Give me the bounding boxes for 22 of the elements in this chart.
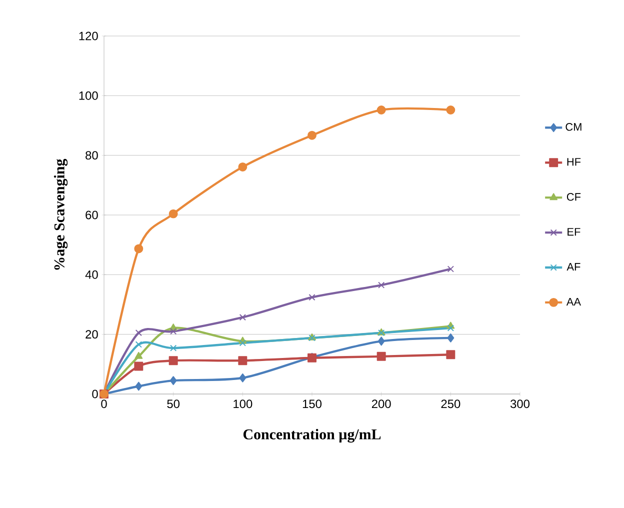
- legend-label: CM: [566, 123, 582, 131]
- legend-label: CF: [566, 193, 581, 201]
- y-tick-label: 60: [86, 210, 98, 220]
- y-tick-label: 80: [86, 151, 98, 160]
- x-tick-label: 100: [234, 400, 252, 408]
- legend-label: HF: [567, 158, 581, 166]
- legend-label: AA: [566, 298, 581, 306]
- legend-label: EF: [568, 228, 580, 236]
- x-tick-label: 0: [101, 400, 107, 408]
- x-tick-label: 150: [302, 400, 322, 408]
- y-axis-title: %age Scavenging: [54, 158, 68, 270]
- x-tick-label: 300: [510, 400, 530, 408]
- y-tick-label: 40: [85, 270, 98, 279]
- x-axis-title: Concentration µg/mL: [243, 428, 381, 443]
- y-tick-label: 20: [86, 330, 98, 339]
- x-tick-label: 200: [372, 400, 391, 408]
- y-tick-label: 100: [79, 91, 98, 100]
- y-tick-label: 120: [79, 32, 98, 40]
- legend-label: AF: [566, 263, 580, 271]
- x-tick-label: 250: [441, 400, 460, 408]
- x-tick-label: 50: [167, 400, 180, 408]
- y-tick-label: 0: [92, 390, 98, 398]
